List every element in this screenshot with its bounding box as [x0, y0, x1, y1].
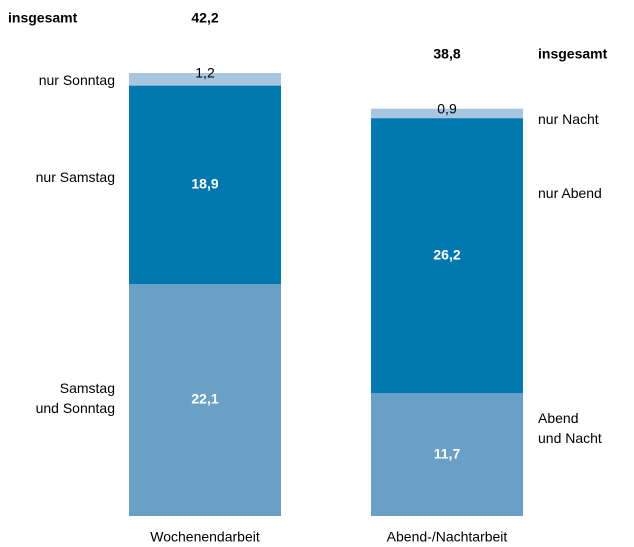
bar-segment	[371, 118, 523, 394]
segment-name: nur Samstag	[35, 169, 115, 185]
total-name: insgesamt	[8, 10, 78, 26]
value-label: 1,2	[195, 65, 215, 81]
bar-segment	[129, 85, 281, 285]
category-label: Wochenendarbeit	[150, 529, 260, 545]
total-name: insgesamt	[538, 45, 608, 61]
category-label: Abend-/Nachtarbeit	[387, 529, 508, 545]
value-label: 18,9	[191, 176, 218, 192]
segment-name: nur Sonntag	[38, 72, 115, 88]
value-label: 22,1	[191, 391, 218, 407]
value-label: 11,7	[434, 445, 461, 461]
segment-name: Abend und Nacht	[538, 410, 602, 446]
total-value: 42,2	[191, 10, 218, 26]
bar-segment	[129, 284, 281, 516]
segment-name: nur Nacht	[538, 111, 599, 127]
value-label: 26,2	[433, 246, 460, 262]
total-value: 38,8	[433, 45, 460, 61]
bar-segment	[129, 73, 281, 86]
bar-segment	[371, 108, 523, 119]
bar-segment	[371, 393, 523, 516]
value-label: 0,9	[437, 100, 457, 116]
segment-name: nur Abend	[538, 185, 602, 201]
segment-name: Samstag und Sonntag	[35, 380, 115, 416]
